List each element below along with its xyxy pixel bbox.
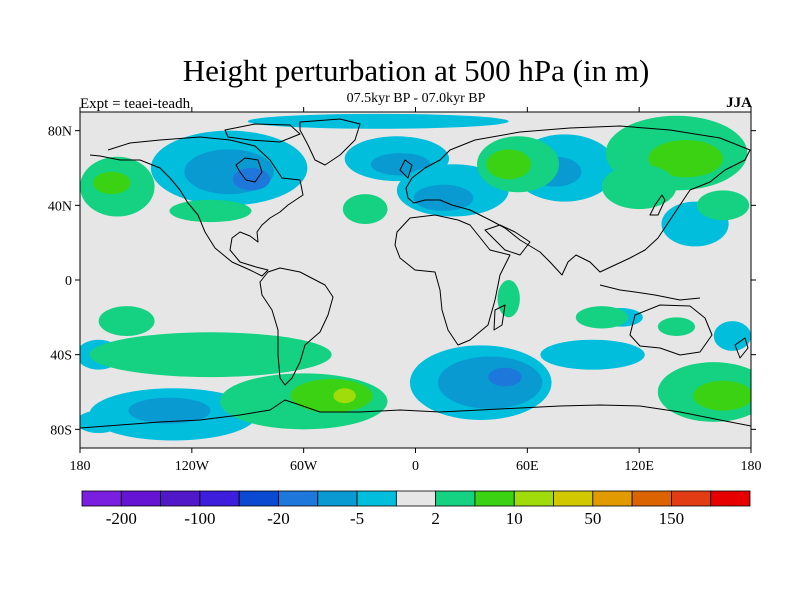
field-region-34 <box>601 164 677 210</box>
field-region-9 <box>413 184 474 211</box>
coastline-antarctica <box>80 399 751 429</box>
chart-subtitle: 07.5kyr BP - 07.0kyr BP <box>347 91 486 106</box>
y-tick-label: 40N <box>48 199 72 214</box>
coastline-arabia <box>484 224 531 256</box>
x-tick-label: 0 <box>412 459 419 474</box>
colorbar-box <box>710 490 751 507</box>
coastline-arctic-islands <box>224 123 301 143</box>
colorbar-box <box>395 490 437 507</box>
field-region-13 <box>128 397 211 424</box>
colorbar-box <box>81 490 122 507</box>
field-region-20 <box>247 113 509 129</box>
field-region-37 <box>342 194 388 224</box>
coastline-british-isles <box>399 159 413 179</box>
y-tick-label: 40S <box>50 349 72 364</box>
colorbar-box <box>553 490 594 507</box>
colorbar-box <box>435 490 476 507</box>
colorbar-box <box>160 490 201 507</box>
field-region-40 <box>497 280 520 318</box>
coastline-hudson-bay <box>235 157 263 183</box>
colorbar-label: 150 <box>659 509 685 528</box>
colorbar-box <box>592 490 633 507</box>
map-axes: 180 120W 60W 0 60E 120E 180 80N 40N 0 40S 80S <box>48 107 762 474</box>
field-region-31 <box>98 306 155 337</box>
experiment-label: Expt = teaei-teadh <box>80 96 191 112</box>
field-region-26 <box>93 171 131 195</box>
coastlines <box>80 118 751 429</box>
colorbar-box <box>317 490 358 507</box>
coastline-madagascar <box>493 304 506 331</box>
field-region-16 <box>713 321 751 351</box>
coastline-japan <box>649 194 666 216</box>
x-tick-label: 60W <box>290 459 318 474</box>
colorbar-label: 50 <box>584 509 601 528</box>
field-region-29 <box>333 388 356 404</box>
colorbar-box <box>631 490 672 507</box>
colorbar-box <box>278 490 319 507</box>
field-region-33 <box>693 380 751 411</box>
x-tick-label: 180 <box>741 459 762 474</box>
colorbar-label: 2 <box>431 509 440 528</box>
colorbar-box <box>120 490 161 507</box>
field-region-15 <box>80 410 121 434</box>
x-tick-label: 180 <box>70 459 91 474</box>
y-tick-label: 80N <box>48 125 72 140</box>
field-region-2 <box>488 367 522 387</box>
coastline-eurasia <box>405 125 751 276</box>
x-tick-label: 60E <box>516 459 539 474</box>
coastline-africa <box>394 214 511 346</box>
season-label: JJA <box>726 95 752 111</box>
field-region-22 <box>486 149 532 180</box>
field-region-36 <box>169 199 252 223</box>
colorbar-box <box>356 490 397 507</box>
colorbar-label: -5 <box>350 509 364 528</box>
field-region-39 <box>657 317 696 336</box>
field-region-7 <box>370 153 431 176</box>
x-tick-label: 120E <box>624 459 654 474</box>
chart-title: Height perturbation at 500 hPa (in m) <box>183 53 650 88</box>
field-region-1 <box>437 356 543 409</box>
field-region-28 <box>290 378 373 413</box>
field-region-5 <box>232 168 271 191</box>
colorbar-box <box>513 490 554 507</box>
field-layer <box>80 113 751 441</box>
x-tick-label: 120W <box>175 459 210 474</box>
coastline-australia <box>629 304 713 356</box>
colorbar-box <box>238 490 279 507</box>
coastline-north-america <box>89 136 304 277</box>
colorbar-label: -200 <box>106 509 137 528</box>
field-region-30 <box>89 332 332 378</box>
coastline-indonesia <box>599 284 701 301</box>
colorbar-box <box>474 490 515 507</box>
field-region-18 <box>540 339 645 370</box>
coastline-greenland <box>299 118 361 166</box>
colorbar-label: 10 <box>506 509 523 528</box>
colorbar: -200 -100 -20 -5 2 10 50 150 <box>81 490 751 528</box>
colorbar-label: -20 <box>267 509 290 528</box>
coastline-new-zealand <box>734 337 749 359</box>
field-region-35 <box>696 190 750 221</box>
y-tick-label: 80S <box>50 423 72 438</box>
colorbar-box <box>671 490 712 507</box>
coastline-south-america <box>259 267 334 386</box>
colorbar-label: -100 <box>184 509 215 528</box>
y-tick-label: 0 <box>65 274 72 289</box>
field-region-38 <box>575 306 628 329</box>
colorbar-box <box>199 490 240 507</box>
field-region-24 <box>648 140 724 178</box>
